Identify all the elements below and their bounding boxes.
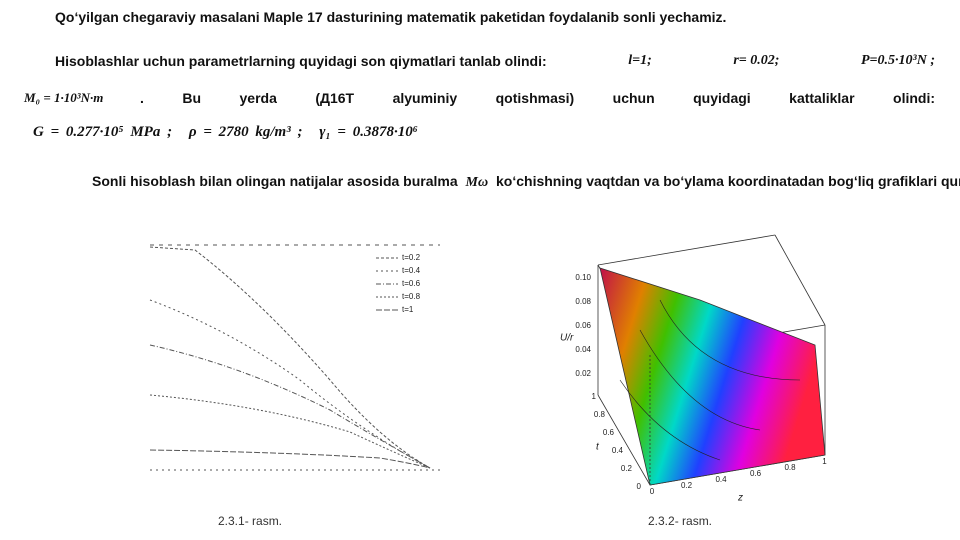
- box-edge: [597, 234, 776, 266]
- param-r: r= 0.02;: [733, 53, 780, 68]
- params-lead: Hisoblashlar uchun parametrlarning quyid…: [55, 53, 547, 69]
- y-tick-label: 0.04: [575, 345, 591, 354]
- y-tick-label: 0.10: [575, 273, 591, 282]
- const-rho: ρ = 2780 kg/m³ ;: [188, 124, 303, 140]
- caption-1: 2.3.1- rasm.: [218, 514, 283, 528]
- box-edge: [774, 234, 826, 326]
- const-g: G = 0.277·10⁵ MPa ;: [33, 124, 173, 140]
- t-tick-label: 0.4: [612, 446, 624, 455]
- y-tick-label: 0.08: [575, 297, 591, 306]
- curve: [149, 299, 431, 469]
- z-tick-label: 1: [822, 457, 827, 466]
- legend-label: t=1: [402, 305, 414, 314]
- param-l: l=1;: [628, 53, 652, 68]
- surface: [599, 267, 826, 486]
- curve: [149, 246, 431, 469]
- params-line: Hisoblashlar uchun parametrlarning quyid…: [55, 53, 935, 69]
- curve: [149, 394, 431, 469]
- curve: [149, 344, 431, 469]
- z-tick-label: 0.8: [784, 463, 796, 472]
- z-tick-label: 0.6: [750, 469, 762, 478]
- results-start: Sonli hisoblash bilan olingan natijalar …: [92, 173, 458, 189]
- legend-label: t=0.4: [402, 266, 421, 275]
- legend-label: t=0.2: [402, 253, 421, 262]
- constants: G = 0.277·10⁵ MPa ; ρ = 2780 kg/m³ ; γ₁ …: [33, 124, 418, 141]
- caption-2: 2.3.2- rasm.: [648, 514, 713, 528]
- t-tick-label: 0.2: [621, 464, 633, 473]
- const-gamma: γ₁ = 0.3878·10⁶: [319, 124, 418, 140]
- intro: Qo‘yilgan chegaraviy masalani Maple 17 d…: [55, 9, 727, 25]
- t-tick-label: 1: [592, 392, 597, 401]
- t-axis-label: t: [596, 442, 600, 453]
- legend-label: t=0.8: [402, 292, 421, 301]
- axis: [597, 394, 651, 486]
- param-p: P=0.5·10³N ;: [861, 53, 935, 68]
- z-tick-label: 0.2: [681, 481, 693, 490]
- material-text: . Bu yerda (Д16Т alyuminiy qotishmasi) u…: [140, 90, 935, 106]
- z-axis-label: z: [737, 493, 743, 504]
- results-symbol: Mω: [465, 175, 489, 190]
- t-tick-label: 0: [637, 482, 642, 491]
- param-m0: M₀ = 1·10³N·m: [24, 90, 104, 105]
- results-end-a: ko‘chishning vaqtdan va bo‘ylama koordin…: [496, 173, 960, 189]
- z-tick-label: 0.4: [715, 475, 727, 484]
- figure-1: [149, 244, 440, 471]
- y-tick-label: 0.02: [575, 369, 591, 378]
- figure-2: [597, 234, 826, 486]
- curve: [149, 449, 431, 469]
- legend-label: t=0.6: [402, 279, 421, 288]
- z-tick-label: 0: [650, 487, 655, 496]
- y-axis-label: U/r: [560, 333, 574, 344]
- y-tick-label: 0.06: [575, 321, 591, 330]
- t-tick-label: 0.8: [594, 410, 606, 419]
- contour: [619, 299, 801, 461]
- results-line: Sonli hisoblash bilan olingan natijalar …: [92, 173, 960, 191]
- t-tick-label: 0.6: [603, 428, 615, 437]
- material-line: . Bu yerda (Д16Т alyuminiy qotishmasi) u…: [140, 90, 935, 106]
